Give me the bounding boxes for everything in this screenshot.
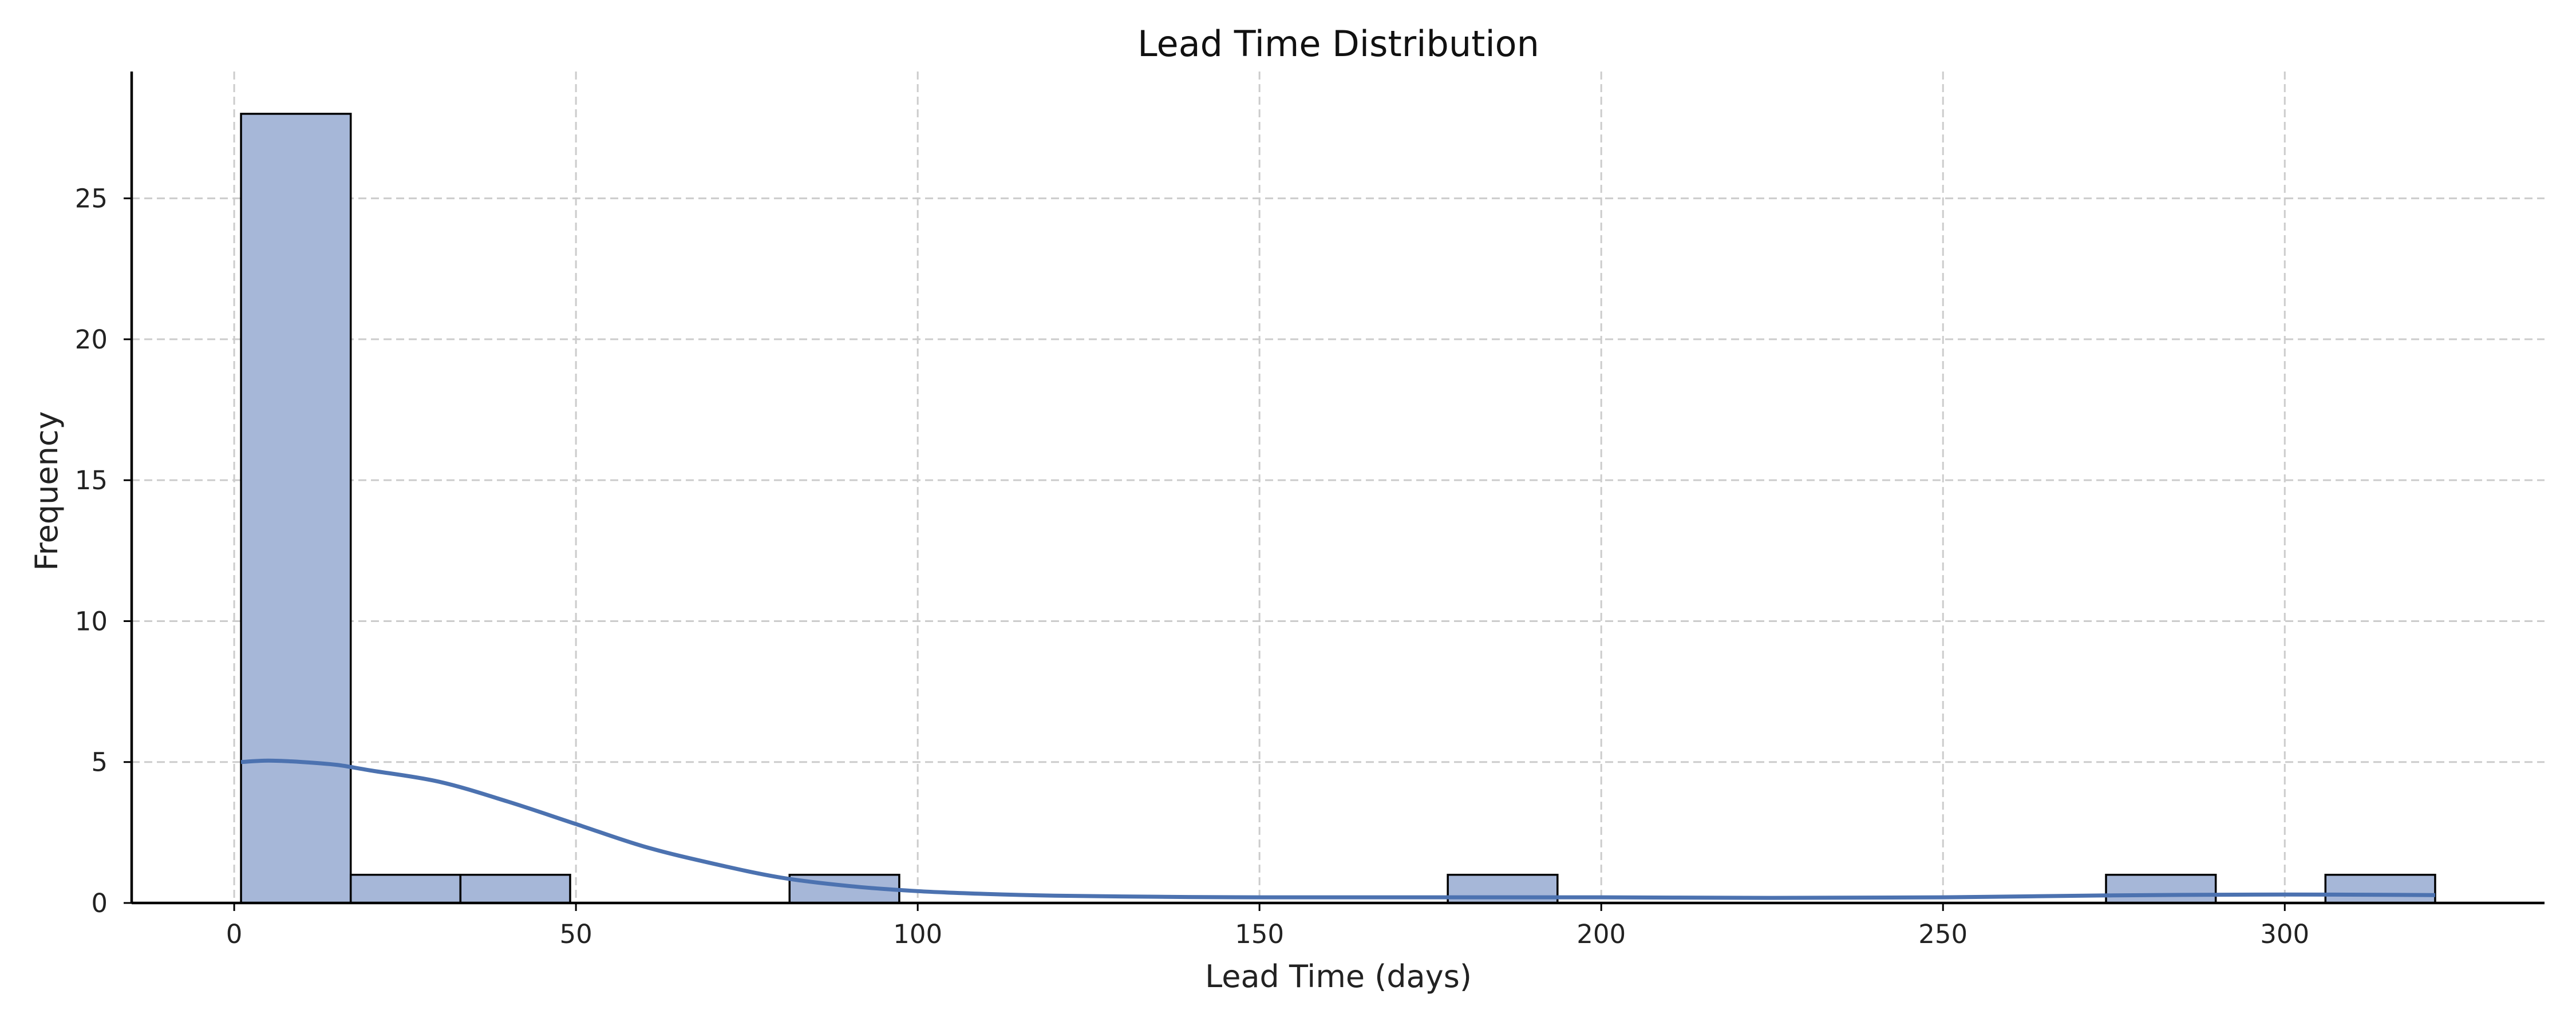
y-tick-label: 10 (75, 606, 108, 636)
grid-lines (132, 72, 2545, 904)
x-axis-label: Lead Time (days) (1205, 958, 1472, 995)
y-tick-label: 5 (91, 747, 108, 778)
y-tick-label: 25 (75, 184, 108, 214)
kde-curve (240, 758, 2435, 900)
x-tick-label: 150 (1235, 919, 1284, 949)
y-axis-label: Frequency (29, 411, 65, 571)
histogram-bar (459, 873, 571, 904)
x-tick-label: 0 (226, 919, 243, 949)
x-tick-label: 100 (893, 919, 942, 949)
x-tick-label: 200 (1577, 919, 1626, 949)
histogram-bar (349, 873, 462, 904)
ticks: 0 50 100 150 200 250 300 0 5 10 15 20 25 (75, 184, 2309, 949)
histogram-bar (2105, 873, 2217, 904)
histogram-bars (240, 113, 2436, 904)
y-tick-label: 0 (91, 888, 108, 918)
histogram-bar (2324, 873, 2436, 904)
y-tick-label: 15 (75, 465, 108, 496)
axes (130, 72, 2545, 905)
x-tick-label: 300 (2260, 919, 2309, 949)
x-tick-label: 50 (560, 919, 592, 949)
histogram-bar (240, 113, 352, 904)
x-tick-label: 250 (1918, 919, 1967, 949)
chart-title: Lead Time Distribution (1137, 23, 1539, 65)
y-tick-label: 20 (75, 324, 108, 355)
